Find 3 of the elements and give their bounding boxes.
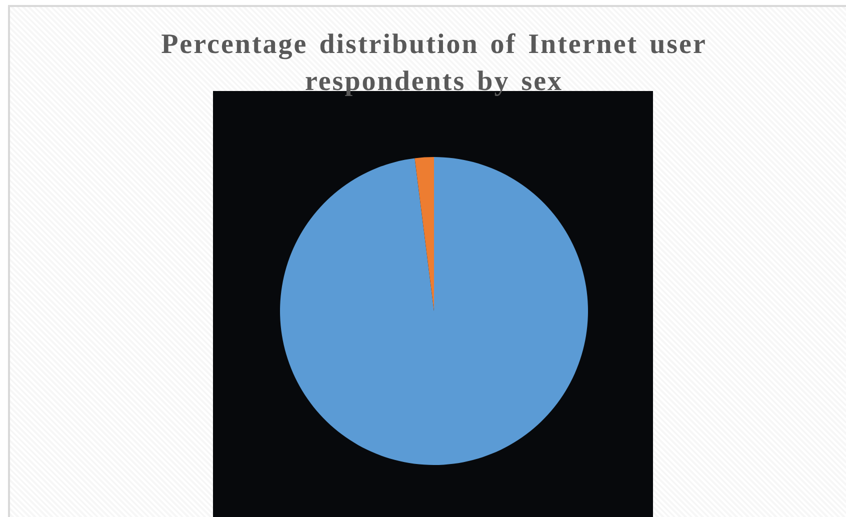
pie-slice <box>280 157 588 465</box>
pie-slice <box>414 157 434 311</box>
chart-title: Percentage distribution of Internet user respondents by sex <box>160 28 708 99</box>
